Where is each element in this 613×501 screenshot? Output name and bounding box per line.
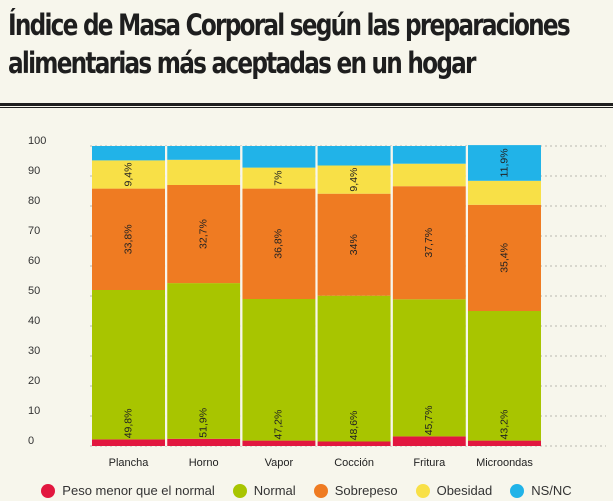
bar-segment [468, 311, 541, 441]
legend-label: Sobrepeso [334, 483, 398, 498]
bar-segment [468, 440, 541, 446]
x-tick-label: Horno [189, 457, 219, 469]
data-label: 43,2% [498, 410, 510, 440]
data-label: 48,6% [348, 411, 360, 441]
bar-segment [92, 146, 165, 161]
bar-segment [317, 441, 391, 446]
bar-segment [468, 204, 541, 311]
y-tick-label: 20 [28, 375, 40, 387]
legend-swatch [232, 483, 247, 498]
bar-segment [317, 165, 391, 194]
legend-item: Obesidad [415, 483, 493, 498]
data-label: 11,9% [498, 148, 510, 177]
bar-segment [92, 188, 165, 290]
bar-segment [468, 145, 541, 181]
y-tick-label: 90 [28, 165, 40, 177]
data-label: 51,9% [197, 408, 209, 438]
y-tick-label: 100 [28, 135, 46, 147]
legend-label: Peso menor que el normal [62, 483, 215, 498]
bar-segment [242, 299, 316, 441]
y-tick-label: 30 [28, 345, 40, 357]
bar-segment [317, 295, 391, 442]
bar-segment [468, 180, 541, 205]
y-tick-label: 70 [28, 225, 40, 237]
x-tick-label: Plancha [109, 457, 150, 469]
y-tick-label: 10 [28, 405, 40, 417]
data-label: 47,2% [273, 410, 285, 440]
bar-segment [392, 186, 466, 300]
bar-segment [242, 167, 316, 189]
bar-segment [242, 188, 316, 299]
bar-segment [167, 159, 241, 185]
legend-item: Sobrepeso [313, 483, 398, 498]
data-label: 9,4% [348, 168, 360, 192]
legend-swatch [510, 483, 525, 498]
legend-swatch [313, 483, 328, 498]
legend-item: Normal [232, 483, 296, 498]
legend-label: Obesidad [436, 483, 493, 498]
bar-segment [392, 436, 466, 446]
legend: Peso menor que el normal Normal Sobrepeso O… [0, 480, 613, 501]
data-label: 34% [348, 234, 360, 255]
data-label: 33,8% [122, 224, 134, 254]
bar-segment [92, 290, 165, 440]
legend-label: Normal [253, 483, 296, 498]
y-tick-label: 0 [28, 435, 34, 447]
data-label: 35,4% [498, 243, 510, 273]
data-label: 9,4% [122, 163, 134, 187]
data-label: 7% [273, 171, 285, 186]
legend-label: NS/NC [531, 483, 572, 498]
data-label: 36,8% [273, 229, 285, 259]
bar-segment [167, 438, 241, 446]
bar-segment [242, 440, 316, 446]
legend-item: Peso menor que el normal [41, 483, 215, 498]
legend-swatch [415, 483, 430, 498]
bar-segment [392, 299, 466, 437]
data-label: 45,7% [423, 406, 435, 436]
y-tick-label: 60 [28, 255, 40, 267]
stacked-bar-chart: 0 10 20 30 40 50 60 70 80 90 100 49,8% 33,8% 9,4% Plan… [28, 135, 606, 469]
bar-segment [167, 283, 241, 439]
data-label: 37,7% [423, 228, 435, 258]
bar-segment [392, 163, 466, 187]
legend-swatch [41, 483, 56, 498]
bar-segment [92, 160, 165, 189]
data-label: 32,7% [197, 219, 209, 249]
bar-segment [392, 146, 466, 164]
data-label: 49,8% [122, 409, 134, 439]
x-tick-label: Vapor [265, 457, 294, 469]
bar-segment [167, 146, 241, 160]
bar-segment [92, 439, 165, 446]
chart-title: Índice de Masa Corporal según las prepar… [8, 8, 571, 80]
y-tick-label: 40 [28, 315, 40, 327]
bar-segment [242, 146, 316, 168]
title-rule [0, 103, 613, 106]
bar-segment [317, 146, 391, 166]
bar-segment [167, 185, 241, 284]
legend-item: NS/NC [510, 483, 572, 498]
x-tick-label: Cocción [334, 457, 374, 469]
title-rule-thin [0, 107, 613, 108]
bar-segment [317, 193, 391, 296]
x-tick-label: Fritura [413, 457, 446, 469]
x-tick-label: Microondas [476, 457, 533, 469]
y-tick-label: 80 [28, 195, 40, 207]
y-tick-label: 50 [28, 285, 40, 297]
